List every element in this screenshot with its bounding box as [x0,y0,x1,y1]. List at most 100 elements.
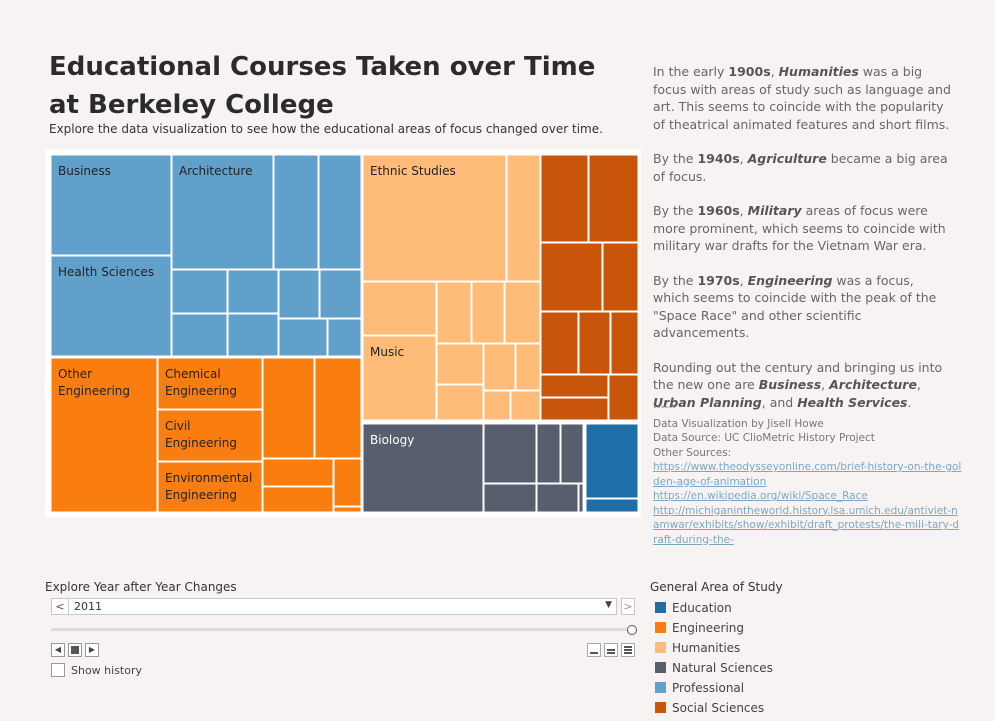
credits-panel: ------ Data Visualization by Jisell Howe… [653,400,963,547]
year-next-button[interactable]: > [621,598,635,615]
year-dropdown[interactable]: < 2011 ▼ [51,598,617,615]
treemap-tile-natural-sciences[interactable] [483,483,537,513]
treemap-tile-humanities[interactable] [362,335,437,421]
treemap-label: Biology [370,433,414,447]
story-highlight: 1970s [697,272,740,288]
story-text: , [916,377,921,392]
source-link-vietnam-draft[interactable]: http://michiganintheworld.history.lsa.um… [653,504,960,546]
treemap-tile-humanities[interactable] [515,343,541,391]
treemap-tile-engineering[interactable] [262,486,334,513]
treemap-tile-engineering[interactable] [262,357,315,459]
legend-swatch [655,682,666,693]
treemap-label: Ethnic Studies [370,164,456,178]
treemap-tile-humanities[interactable] [362,281,437,336]
treemap-tile-social-sciences[interactable] [540,242,603,312]
year-prev-button[interactable]: < [52,599,69,614]
treemap-tile-professional[interactable] [50,154,172,256]
treemap-label: Health Sciences [58,265,154,279]
speed-slow-icon[interactable] [587,643,601,657]
treemap-tile-social-sciences[interactable] [610,311,639,375]
treemap-tile-humanities[interactable] [471,281,505,344]
step-forward-icon[interactable]: ▶ [85,643,99,657]
treemap-tile-natural-sciences[interactable] [578,483,584,513]
story-text: . [907,394,912,410]
treemap-tile-professional[interactable] [227,269,279,314]
legend-label: Humanities [672,641,741,655]
treemap-tile-engineering[interactable] [314,357,362,459]
treemap-tile-social-sciences[interactable] [540,397,609,421]
treemap-tile-professional[interactable] [278,269,320,319]
treemap-tile-natural-sciences[interactable] [536,423,561,484]
story-text: By the [653,151,698,166]
treemap-tile-humanities[interactable] [504,281,541,344]
treemap-svg[interactable]: Business Health Sciences Architecture Other… [45,149,641,517]
treemap-label: Engineering [58,384,130,398]
treemap-tile-professional[interactable] [278,318,328,357]
treemap-tile-engineering[interactable] [157,357,263,410]
show-history-label: Show history [71,664,143,677]
treemap-tile-social-sciences[interactable] [608,374,639,421]
legend-label: Professional [672,681,745,695]
treemap-tile-natural-sciences[interactable] [536,483,579,513]
treemap-tile-humanities[interactable] [436,343,484,385]
show-history-checkbox[interactable] [51,663,65,677]
treemap-tile-social-sciences[interactable] [602,242,639,312]
treemap-tile-professional[interactable] [318,154,362,270]
treemap-tile-professional[interactable] [319,269,362,319]
treemap-tile-education[interactable] [585,498,639,513]
treemap-label: Civil [165,419,190,433]
speed-fast-icon[interactable] [621,643,635,657]
treemap-tile-professional[interactable] [50,255,172,357]
story-text: areas of focus were more prominent, whic… [653,203,946,253]
treemap-tile-engineering[interactable] [333,506,362,513]
story-text: , [821,377,830,392]
treemap-tile-humanities[interactable] [483,390,511,421]
treemap-tile-professional[interactable] [171,154,274,270]
legend-swatch [655,702,666,713]
treemap-tile-engineering[interactable] [157,409,263,462]
treemap-tile-social-sciences[interactable] [578,311,611,375]
treemap-tile-natural-sciences[interactable] [483,423,537,484]
treemap-tile-humanities[interactable] [362,154,507,282]
treemap-tile-professional[interactable] [171,269,228,314]
treemap-tile-engineering[interactable] [333,458,362,507]
legend-swatch [655,662,666,673]
treemap-tile-social-sciences[interactable] [588,154,639,243]
treemap-tile-engineering[interactable] [157,461,263,513]
story-text: was a big focus with areas of study such… [653,64,951,132]
treemap-tile-professional[interactable] [171,313,228,357]
treemap-tile-humanities[interactable] [436,281,472,344]
story-text: became a big area of focus. [653,151,948,184]
treemap-tile-social-sciences[interactable] [540,374,609,398]
treemap-tile-professional[interactable] [273,154,319,270]
treemap-tile-humanities[interactable] [510,390,541,421]
treemap-tile-social-sciences[interactable] [540,154,589,243]
step-back-icon[interactable]: ◀ [51,643,65,657]
treemap-chart[interactable]: Business Health Sciences Architecture Other… [45,149,641,517]
treemap-tile-professional[interactable] [327,318,362,357]
story-highlight: Engineering [747,272,833,288]
treemap-tile-humanities[interactable] [506,154,541,282]
source-link-space-race[interactable]: https://en.wikipedia.org/wiki/Space_Race [653,490,868,502]
treemap-tile-engineering[interactable] [50,357,158,513]
treemap-tile-engineering[interactable] [262,458,334,487]
chevron-down-icon[interactable]: ▼ [605,600,612,610]
legend-label: Engineering [672,621,744,635]
story-paragraph: Rounding out the century and bringing us… [653,359,953,412]
legend-label: Education [672,601,732,615]
legend-swatch [655,602,666,613]
treemap-tile-natural-sciences[interactable] [560,423,584,484]
treemap-tile-humanities[interactable] [483,343,516,391]
treemap-label: Environmental [165,471,252,485]
year-slider-track[interactable] [51,628,629,631]
year-filter-title: Explore Year after Year Changes [45,580,237,594]
source-link-animation[interactable]: https://www.theodysseyonline.com/brief-h… [653,461,962,488]
treemap-tile-education[interactable] [585,423,639,499]
year-slider-thumb[interactable] [627,625,637,635]
speed-medium-icon[interactable] [604,643,618,657]
treemap-tile-professional[interactable] [227,313,279,357]
treemap-tile-social-sciences[interactable] [540,311,579,375]
treemap-tile-humanities[interactable] [436,384,484,421]
treemap-tile-natural-sciences[interactable] [362,423,484,513]
stop-icon[interactable] [68,643,82,657]
